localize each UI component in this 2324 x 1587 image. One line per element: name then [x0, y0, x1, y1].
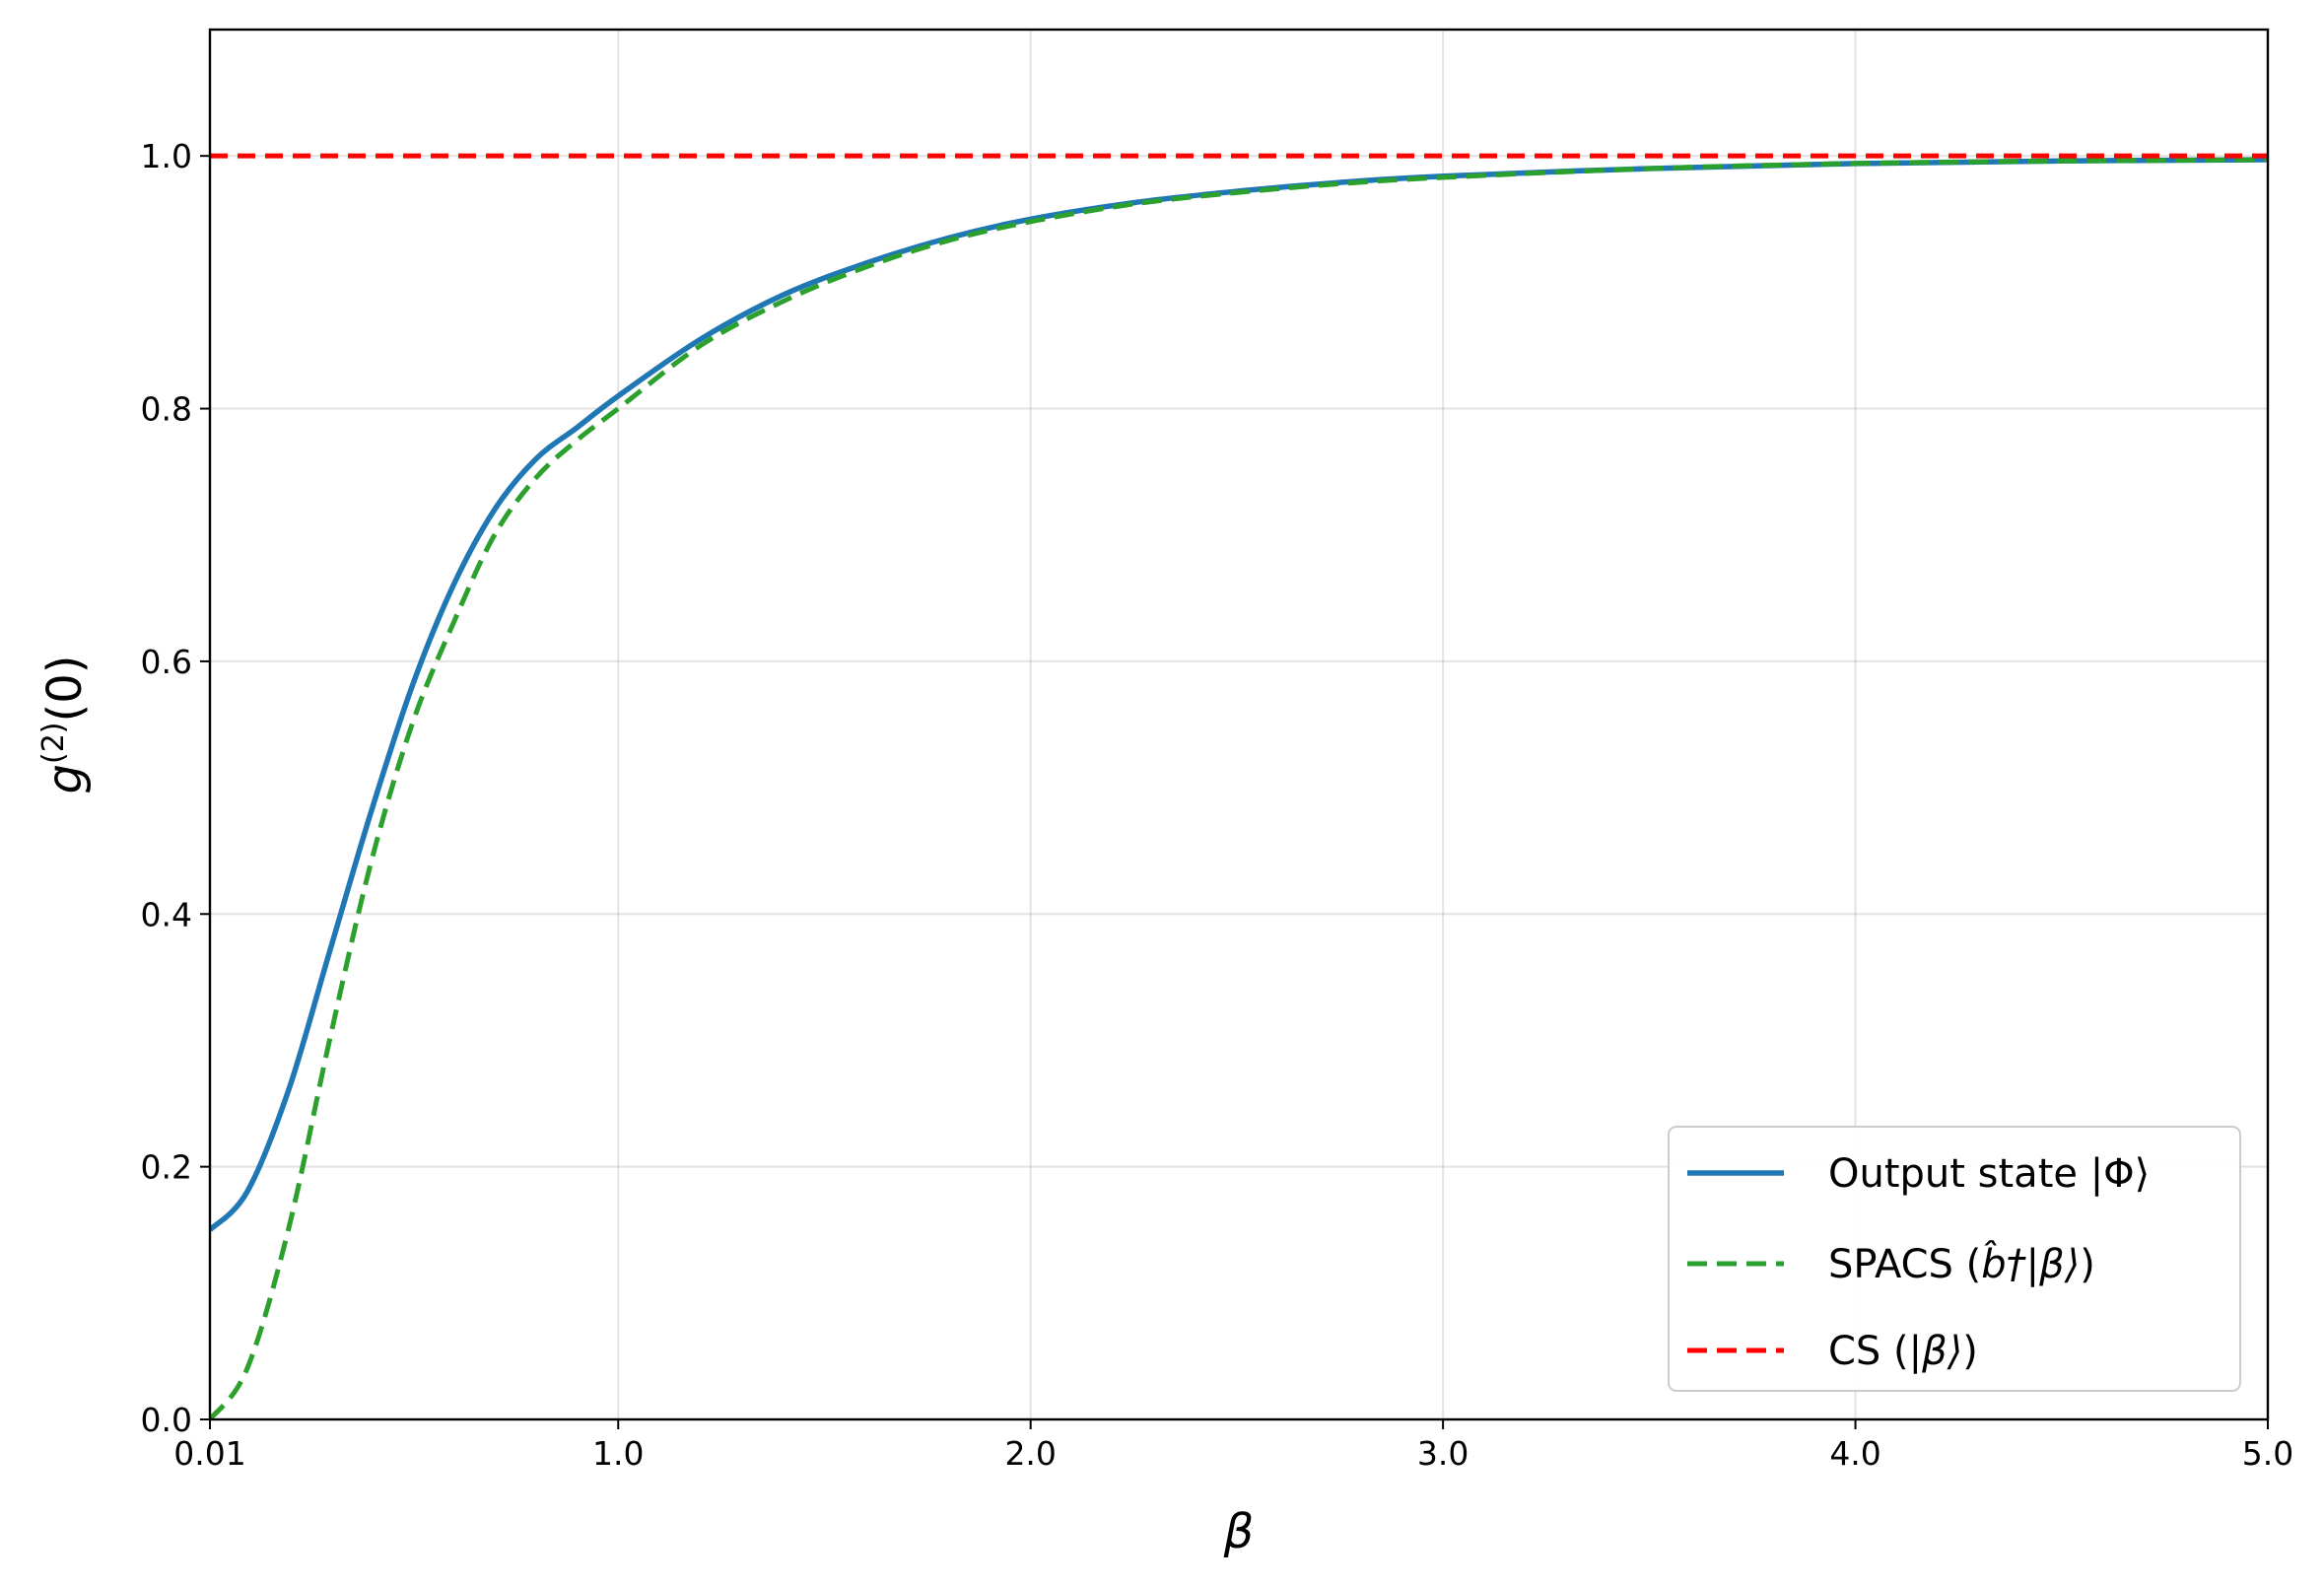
x-tick-label: 0.01: [173, 1434, 245, 1473]
x-axis-title: β: [1223, 1504, 1255, 1559]
y-axis-title-arg: (0): [37, 656, 93, 723]
legend: Output state |Φ⟩ SPACS (b̂†|β⟩) CS (|β⟩): [1668, 1126, 2241, 1392]
x-tick-label: 1.0: [592, 1434, 644, 1473]
y-axis-title-base: g: [37, 764, 93, 794]
x-tick-label: 5.0: [2242, 1434, 2293, 1473]
series-line-1: [210, 157, 2268, 1419]
x-tick-label: 3.0: [1417, 1434, 1469, 1473]
legend-label-1: SPACS (b̂†|β⟩): [1828, 1240, 2095, 1287]
series-layer: [210, 153, 2268, 1419]
y-axis-title: g(2)(0): [36, 656, 93, 794]
y-tick-label: 0.8: [141, 390, 192, 429]
y-tick-label: 0.0: [141, 1401, 192, 1439]
x-tick-label: 4.0: [1829, 1434, 1880, 1473]
y-tick-label: 0.2: [141, 1148, 192, 1187]
plot-frame: [208, 28, 2270, 1421]
legend-label-0: Output state |Φ⟩: [1828, 1151, 2150, 1197]
legend-box: [1668, 1126, 2241, 1392]
y-tick-label: 1.0: [141, 137, 192, 175]
y-tick-label: 0.4: [141, 895, 192, 933]
y-axis-title-sup: (2): [36, 723, 71, 765]
ticks: 0.01 1.0 2.0 3.0 4.0 5.0 0.0 0.2 0.4 0.6 0.8 1.0: [141, 137, 2294, 1473]
x-tick-label: 2.0: [1004, 1434, 1056, 1473]
y-tick-label: 0.6: [141, 643, 192, 681]
legend-label-2: CS (|β⟩): [1828, 1329, 1978, 1374]
